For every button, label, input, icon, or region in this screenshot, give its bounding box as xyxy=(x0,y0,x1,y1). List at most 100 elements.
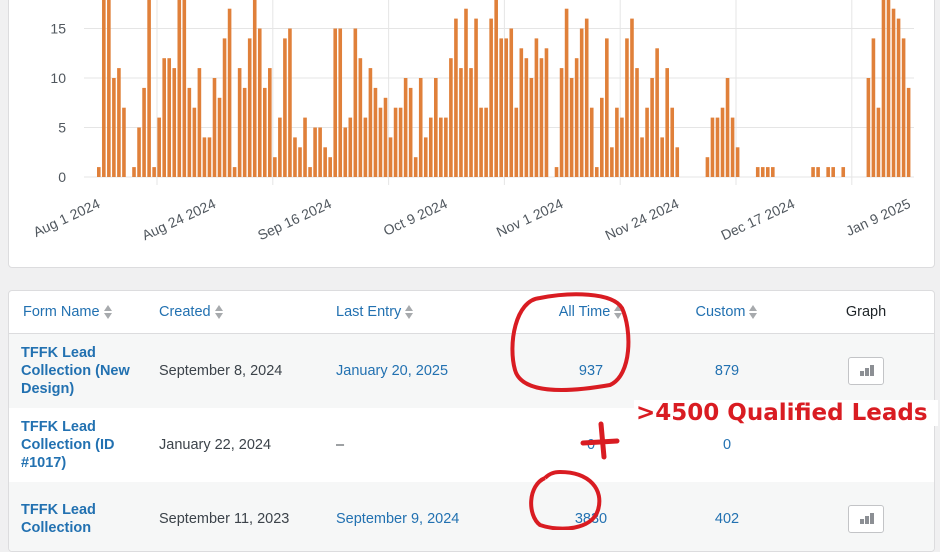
bar xyxy=(509,28,514,177)
bar xyxy=(670,107,675,177)
bar xyxy=(524,58,529,178)
all-time-count[interactable]: 3830 xyxy=(526,482,656,551)
last-entry-date[interactable]: January 20, 2025 xyxy=(336,333,526,408)
bar xyxy=(484,107,488,177)
bar xyxy=(363,117,368,177)
bar xyxy=(650,78,654,177)
bar xyxy=(348,117,353,177)
x-tick-label: Dec 17 2024 xyxy=(718,195,797,243)
bar-chart-icon[interactable] xyxy=(848,357,884,385)
created-date: January 22, 2024 xyxy=(159,437,272,453)
bar xyxy=(398,107,403,177)
created-date: September 8, 2024 xyxy=(159,333,336,408)
bar xyxy=(142,87,146,177)
bar xyxy=(564,8,569,178)
created-date: September 11, 2023 xyxy=(159,482,336,551)
bar xyxy=(288,28,292,177)
bar xyxy=(217,97,222,177)
x-tick-label: Nov 1 2024 xyxy=(494,195,566,240)
bar xyxy=(172,68,177,177)
y-tick-label: 5 xyxy=(58,120,66,136)
bar xyxy=(675,147,680,177)
bar xyxy=(765,167,770,177)
bar xyxy=(383,97,388,177)
all-time-count[interactable]: 937 xyxy=(526,333,656,408)
bar xyxy=(886,0,891,177)
table-row: TFFK Lead Collection (ID #1017) January 2… xyxy=(9,408,934,482)
bar xyxy=(841,167,846,177)
bar xyxy=(97,167,101,177)
bar xyxy=(519,48,524,177)
table-header-row: Form Name Created Last Entry All Time Cu… xyxy=(9,291,934,334)
y-tick-label: 10 xyxy=(50,70,66,86)
bar xyxy=(499,38,503,178)
bar xyxy=(378,107,383,177)
bar xyxy=(454,18,458,177)
last-entry-date[interactable]: September 9, 2024 xyxy=(336,482,526,551)
bar xyxy=(554,167,559,177)
bar xyxy=(449,58,453,178)
bar xyxy=(323,147,327,177)
bar xyxy=(408,87,413,177)
col-form-name[interactable]: Form Name xyxy=(9,291,159,334)
bar xyxy=(202,137,207,177)
x-tick-label: Jan 9 2025 xyxy=(843,195,913,239)
form-name-link[interactable]: TFFK Lead Collection (New Design) xyxy=(9,333,159,408)
bar xyxy=(182,0,187,177)
bar xyxy=(630,18,634,177)
bar xyxy=(444,117,448,177)
bar xyxy=(222,38,227,178)
bar xyxy=(826,167,830,177)
bar xyxy=(514,107,519,177)
bar xyxy=(610,147,614,177)
bar xyxy=(298,147,302,177)
col-last-entry[interactable]: Last Entry xyxy=(336,291,526,334)
bar xyxy=(338,28,343,177)
bar xyxy=(117,68,121,177)
bar xyxy=(273,157,277,177)
bar xyxy=(373,87,378,177)
bar xyxy=(906,87,911,177)
col-custom[interactable]: Custom xyxy=(656,291,798,334)
bar xyxy=(177,0,182,177)
bar xyxy=(393,107,398,177)
bar xyxy=(655,48,659,177)
bar xyxy=(710,117,715,177)
bar xyxy=(423,137,428,177)
bar xyxy=(147,0,151,177)
form-name-link[interactable]: TFFK Lead Collection xyxy=(9,482,159,551)
bar xyxy=(494,0,498,177)
bar xyxy=(660,137,664,177)
bar xyxy=(333,28,338,177)
bar xyxy=(207,137,212,177)
bar xyxy=(227,8,232,178)
bar xyxy=(157,117,161,177)
bar xyxy=(559,68,564,177)
bar xyxy=(715,117,720,177)
bar-chart-icon[interactable] xyxy=(848,505,884,533)
custom-count[interactable]: 879 xyxy=(656,333,798,408)
col-all-time[interactable]: All Time xyxy=(526,291,656,334)
bar xyxy=(620,117,624,177)
bar xyxy=(574,58,579,178)
bar xyxy=(640,137,644,177)
bar xyxy=(705,157,710,177)
bar xyxy=(303,117,307,177)
bar xyxy=(247,38,252,178)
bar xyxy=(268,68,272,177)
bar xyxy=(112,78,116,177)
bar xyxy=(308,167,312,177)
bar xyxy=(313,127,317,177)
col-created[interactable]: Created xyxy=(159,291,336,334)
custom-count[interactable]: 0 xyxy=(722,437,732,453)
form-name-link[interactable]: TFFK Lead Collection (ID #1017) xyxy=(21,419,115,471)
graph-cell xyxy=(798,333,934,408)
bar xyxy=(489,18,493,177)
y-tick-label: 0 xyxy=(58,169,66,185)
bar xyxy=(328,157,332,177)
y-tick-label: 15 xyxy=(50,21,66,37)
bar xyxy=(605,38,609,178)
bar xyxy=(368,68,373,177)
graph-cell xyxy=(798,482,934,551)
custom-count[interactable]: 402 xyxy=(656,482,798,551)
